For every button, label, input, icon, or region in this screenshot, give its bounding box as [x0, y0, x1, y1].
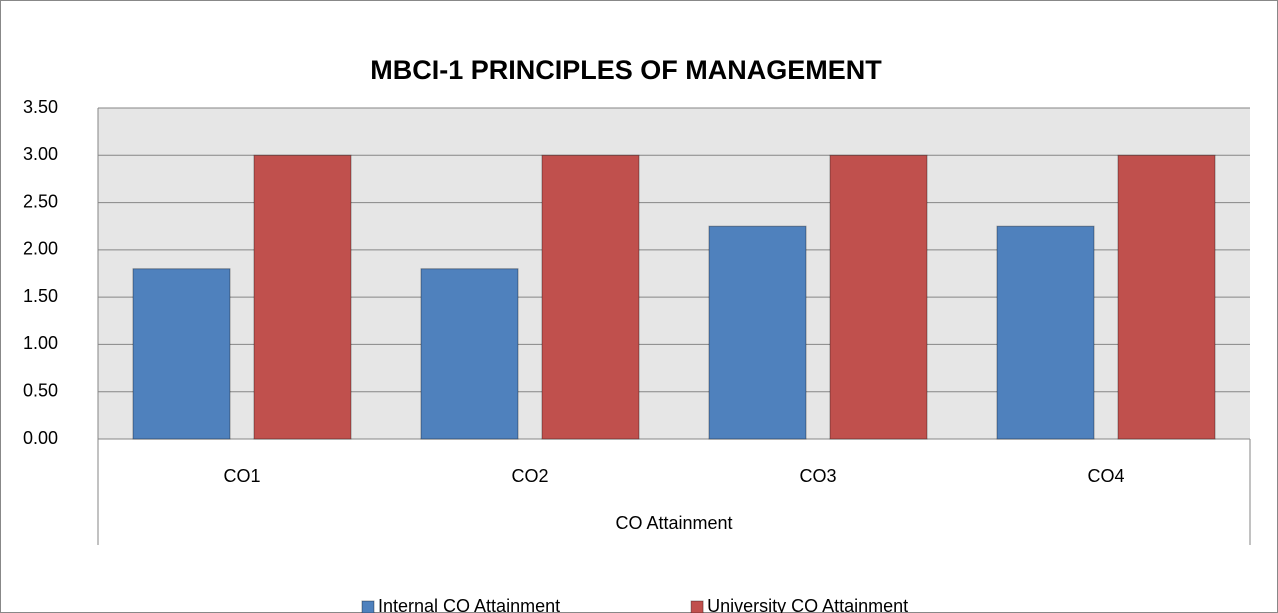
bar	[708, 225, 807, 440]
x-axis-label: CO Attainment	[615, 513, 732, 533]
bar	[132, 268, 231, 440]
y-tick-label: 2.50	[23, 191, 58, 211]
x-tick-label: CO4	[1087, 466, 1124, 486]
legend-swatch	[361, 600, 375, 613]
legend-label: Internal CO Attainment	[378, 596, 560, 613]
y-tick-label: 1.50	[23, 286, 58, 306]
y-tick-label: 1.00	[23, 333, 58, 353]
y-tick-label: 0.50	[23, 380, 58, 400]
bar	[829, 154, 928, 440]
legend-label: University CO Attainment	[707, 596, 908, 613]
x-tick-label: CO2	[511, 466, 548, 486]
y-tick-label: 0.00	[23, 428, 58, 448]
y-tick-label: 3.00	[23, 144, 58, 164]
bar	[541, 154, 640, 440]
y-tick-label: 3.50	[23, 97, 58, 117]
bar	[420, 268, 519, 440]
bar	[1117, 154, 1216, 440]
legend-swatch	[690, 600, 704, 613]
y-tick-label: 2.00	[23, 239, 58, 259]
chart-title: MBCI-1 PRINCIPLES OF MANAGEMENT	[370, 55, 882, 85]
bar	[253, 154, 352, 440]
x-tick-label: CO3	[799, 466, 836, 486]
bar	[996, 225, 1095, 440]
x-tick-label: CO1	[223, 466, 260, 486]
